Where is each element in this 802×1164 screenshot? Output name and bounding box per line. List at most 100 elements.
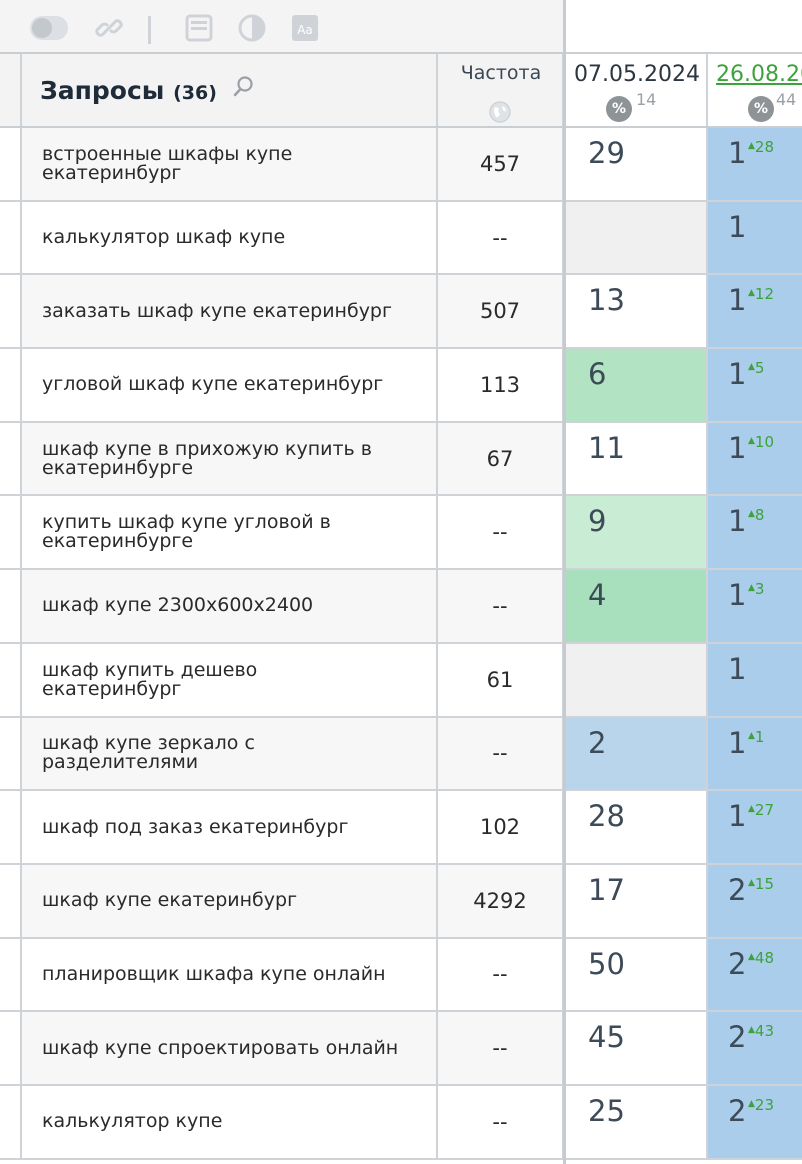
position-cell-2[interactable]: 1 ▲10	[708, 422, 802, 495]
table-row[interactable]: калькулятор шкаф купе -- 1▲	[0, 201, 802, 276]
query-cell[interactable]: планировщик шкафа купе онлайн	[22, 938, 438, 1011]
frequency-cell: 113	[438, 349, 564, 421]
row-checkbox-cell[interactable]	[0, 717, 22, 790]
position-delta: ▲5	[748, 359, 765, 378]
query-cell[interactable]: калькулятор шкаф купе	[22, 201, 438, 274]
query-cell[interactable]: шкаф под заказ екатеринбург	[22, 791, 438, 863]
position-cell-2[interactable]: 2 ▲23	[708, 1085, 802, 1158]
contrast-icon[interactable]	[236, 14, 268, 42]
position-cell-2[interactable]: 1▲	[708, 201, 802, 274]
position-delta: ▲10	[748, 432, 775, 451]
table-row[interactable]: шкаф купе спроектировать онлайн -- 45 2 ▲43	[0, 1012, 802, 1086]
position-cell-1[interactable]: 2	[566, 717, 708, 790]
row-checkbox-cell[interactable]	[0, 1085, 22, 1158]
table-row[interactable]: калькулятор купе -- 25 2 ▲23	[0, 1085, 802, 1160]
date-link-2[interactable]: 26.08.2024	[716, 62, 802, 87]
table-row[interactable]: шкаф купе екатеринбург 4292 17 2 ▲15	[0, 864, 802, 939]
query-cell[interactable]: угловой шкаф купе екатеринбург	[22, 349, 438, 421]
position-cell-2[interactable]: 2 ▲48	[708, 938, 802, 1011]
position-cell-1[interactable]	[566, 643, 708, 716]
position-cell-2[interactable]: 2 ▲15	[708, 864, 802, 937]
position-cell-1[interactable]: 25	[566, 1085, 708, 1158]
query-cell[interactable]: заказать шкаф купе екатеринбург	[22, 275, 438, 348]
position-cell-1[interactable]: 29	[566, 128, 708, 200]
query-cell[interactable]: встроенные шкафы купе екатеринбург	[22, 128, 438, 200]
position-cell-2[interactable]: 1 ▲12	[708, 275, 802, 348]
table-row[interactable]: шкаф купе 2300x600x2400 -- 4 1 ▲3	[0, 570, 802, 644]
query-cell[interactable]: шкаф купе зеркало с разделителями	[22, 717, 438, 790]
position-cell-1[interactable]: 6	[566, 349, 708, 421]
arrow-up-icon: ▲	[748, 509, 755, 520]
query-cell[interactable]: шкаф купе екатеринбург	[22, 864, 438, 937]
position-cell-2[interactable]: 1▲	[708, 643, 802, 716]
percent-icon: %	[748, 96, 774, 122]
globe-icon	[488, 100, 512, 128]
toggle-icon[interactable]	[30, 14, 68, 42]
frequency-cell: 61	[438, 643, 564, 716]
position-cell-1[interactable]: 17	[566, 864, 708, 937]
position-value-2: 2	[728, 1020, 747, 1055]
query-cell[interactable]: шкаф купить дешево екатеринбург	[22, 643, 438, 716]
position-cell-2[interactable]: 1 ▲3	[708, 570, 802, 642]
table-row[interactable]: угловой шкаф купе екатеринбург 113 6 1 ▲5	[0, 349, 802, 423]
position-cell-1[interactable]: 9	[566, 496, 708, 569]
query-cell[interactable]: шкаф купе спроектировать онлайн	[22, 1012, 438, 1084]
position-value-2: 1	[728, 283, 747, 318]
table-row[interactable]: шкаф под заказ екатеринбург 102 28 1 ▲27	[0, 791, 802, 865]
position-cell-2[interactable]: 1 ▲28	[708, 128, 802, 200]
position-cell-2[interactable]: 1 ▲8	[708, 496, 802, 569]
table-row[interactable]: заказать шкаф купе екатеринбург 507 13 1 ▲12	[0, 275, 802, 350]
row-checkbox-cell[interactable]	[0, 422, 22, 495]
header-query-col[interactable]: Запросы (36)	[22, 54, 438, 126]
position-value-1: 2	[588, 725, 607, 760]
header-date-col-1[interactable]: 07.05.2024 % 14	[566, 54, 708, 126]
row-checkbox-cell[interactable]	[0, 570, 22, 642]
arrow-up-icon: ▲	[748, 730, 755, 741]
position-cell-1[interactable]: 28	[566, 791, 708, 863]
query-cell[interactable]: калькулятор купе	[22, 1085, 438, 1158]
row-checkbox-cell[interactable]	[0, 201, 22, 274]
position-value-1: 17	[588, 872, 625, 907]
frequency-cell: 102	[438, 791, 564, 863]
table-row[interactable]: встроенные шкафы купе екатеринбург 457 29 1…	[0, 128, 802, 202]
table-row[interactable]: шкаф купе в прихожую купить в екатеринбу…	[0, 422, 802, 497]
position-cell-1[interactable]	[566, 201, 708, 274]
position-cell-1[interactable]: 50	[566, 938, 708, 1011]
row-checkbox-cell[interactable]	[0, 128, 22, 200]
table-row[interactable]: шкаф купить дешево екатеринбург 61 1▲	[0, 643, 802, 718]
query-cell[interactable]: купить шкаф купе угловой в екатеринбурге	[22, 496, 438, 569]
row-checkbox-cell[interactable]	[0, 1012, 22, 1084]
table-row[interactable]: шкаф купе зеркало с разделителями -- 2 1 ▲1	[0, 717, 802, 792]
position-cell-1[interactable]: 4	[566, 570, 708, 642]
position-cell-1[interactable]: 45	[566, 1012, 708, 1084]
position-value-1: 25	[588, 1093, 625, 1128]
header-date-col-2[interactable]: 26.08.2024 % 44	[708, 54, 802, 126]
position-value-2: 2	[728, 946, 747, 981]
query-text: калькулятор купе	[42, 1110, 223, 1133]
row-checkbox-cell[interactable]	[0, 864, 22, 937]
row-checkbox-cell[interactable]	[0, 349, 22, 421]
search-icon[interactable]	[232, 74, 256, 102]
position-cell-2[interactable]: 2 ▲43	[708, 1012, 802, 1084]
row-checkbox-cell[interactable]	[0, 496, 22, 569]
header-frequency-col[interactable]: Частота	[438, 54, 564, 126]
font-size-icon[interactable]: Aa	[290, 14, 320, 42]
table-row[interactable]: купить шкаф купе угловой в екатеринбурге…	[0, 496, 802, 571]
window-icon[interactable]	[184, 14, 214, 42]
position-cell-2[interactable]: 1 ▲5	[708, 349, 802, 421]
row-checkbox-cell[interactable]	[0, 643, 22, 716]
row-checkbox-cell[interactable]	[0, 938, 22, 1011]
position-cell-2[interactable]: 1 ▲27	[708, 791, 802, 863]
position-cell-1[interactable]: 11	[566, 422, 708, 495]
row-checkbox-cell[interactable]	[0, 275, 22, 348]
position-cell-1[interactable]: 13	[566, 275, 708, 348]
position-value-1: 29	[588, 136, 625, 170]
position-cell-2[interactable]: 1 ▲1	[708, 717, 802, 790]
link-icon[interactable]	[92, 14, 126, 42]
query-cell[interactable]: шкаф купе в прихожую купить в екатеринбу…	[22, 422, 438, 495]
query-text: планировщик шкафа купе онлайн	[42, 962, 386, 985]
row-checkbox-cell[interactable]	[0, 791, 22, 863]
table-row[interactable]: планировщик шкафа купе онлайн -- 50 2 ▲48	[0, 938, 802, 1013]
arrow-up-icon: ▲	[748, 951, 755, 962]
query-cell[interactable]: шкаф купе 2300x600x2400	[22, 570, 438, 642]
